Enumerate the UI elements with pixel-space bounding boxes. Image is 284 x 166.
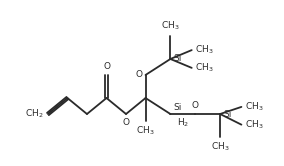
Text: O: O bbox=[192, 101, 199, 110]
Text: O: O bbox=[136, 70, 143, 80]
Text: CH$_3$: CH$_3$ bbox=[245, 118, 264, 131]
Text: Si: Si bbox=[173, 103, 181, 112]
Text: O: O bbox=[122, 118, 130, 126]
Text: CH$_2$: CH$_2$ bbox=[25, 108, 43, 120]
Text: O: O bbox=[103, 62, 110, 71]
Text: CH$_3$: CH$_3$ bbox=[136, 125, 155, 137]
Text: CH$_3$: CH$_3$ bbox=[211, 141, 229, 153]
Text: CH$_3$: CH$_3$ bbox=[195, 62, 214, 74]
Text: Si: Si bbox=[173, 54, 181, 63]
Text: CH$_3$: CH$_3$ bbox=[245, 101, 264, 113]
Text: Si: Si bbox=[223, 110, 231, 119]
Text: CH$_3$: CH$_3$ bbox=[195, 44, 214, 56]
Text: H$_2$: H$_2$ bbox=[177, 117, 189, 129]
Text: CH$_3$: CH$_3$ bbox=[161, 20, 180, 32]
